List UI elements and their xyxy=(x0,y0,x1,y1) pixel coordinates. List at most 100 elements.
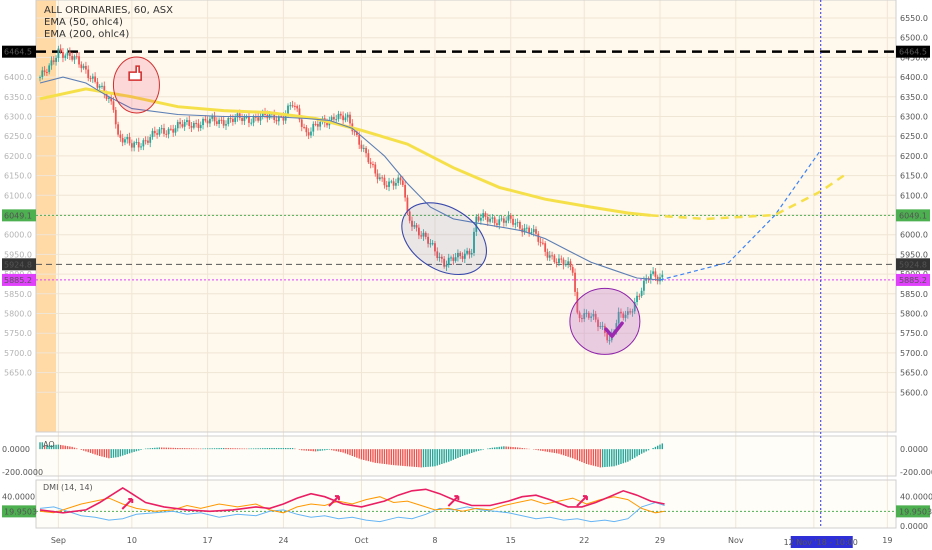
candle-body xyxy=(406,197,409,212)
candle-body xyxy=(179,121,181,125)
dmi-adx-line xyxy=(39,486,665,514)
candle-body xyxy=(303,126,305,128)
time-label: 8 xyxy=(432,536,437,545)
candle-body xyxy=(411,220,413,227)
candle-body xyxy=(156,133,159,135)
candle-body xyxy=(353,131,356,133)
candle-body xyxy=(142,140,145,147)
candle-body xyxy=(112,101,115,110)
left-price-tick: 6350.0 xyxy=(4,93,32,102)
price-tick-label: 6300.0 xyxy=(900,113,928,122)
candle-body xyxy=(209,118,211,124)
candle-body xyxy=(110,97,113,102)
candle-body xyxy=(507,215,510,221)
candle-body xyxy=(199,125,202,129)
candle-body xyxy=(493,217,496,224)
candle-body xyxy=(622,313,625,318)
candle-body xyxy=(172,129,175,133)
time-label: Sep xyxy=(51,536,66,545)
candle-body xyxy=(484,213,487,217)
candle-body xyxy=(562,259,565,266)
candle-body xyxy=(516,222,519,224)
level-tag-label: 6464.5 xyxy=(899,48,927,57)
candle-body xyxy=(376,173,379,180)
candle-body xyxy=(629,311,632,313)
candle-body xyxy=(539,241,542,243)
price-tick-label: 6000.0 xyxy=(900,231,928,240)
annotation-ellipse-bottom[interactable] xyxy=(569,287,641,355)
candle-body xyxy=(48,65,51,73)
left-price-tick: 6100.0 xyxy=(4,191,32,200)
candle-body xyxy=(624,314,627,318)
price-tick-label: 6550.0 xyxy=(900,14,928,23)
left-price-tick: 5950.0 xyxy=(4,250,32,259)
candle-body xyxy=(491,217,494,219)
price-tick-label: 6450.0 xyxy=(900,53,928,62)
price-tick-label: 5750.0 xyxy=(900,329,928,338)
candle-body xyxy=(68,51,71,56)
candle-body xyxy=(121,137,124,143)
candle-body xyxy=(445,264,448,267)
candle-body xyxy=(585,312,588,314)
candle-body xyxy=(636,295,638,302)
candle-body xyxy=(96,81,99,88)
level-tag-left xyxy=(2,258,36,271)
candle-body xyxy=(234,117,237,122)
candle-body xyxy=(541,242,544,244)
candle-body xyxy=(89,78,92,80)
candle-body xyxy=(360,144,363,149)
left-price-tick: 5850.0 xyxy=(4,290,32,299)
left-price-tick: 6000.0 xyxy=(4,231,32,240)
ao-tick: 0.0000 xyxy=(900,445,928,454)
candle-body xyxy=(378,177,381,180)
annotation-ellipse-top[interactable] xyxy=(112,56,160,114)
candle-body xyxy=(41,70,44,78)
candle-body xyxy=(551,255,553,257)
left-price-tick: 6300.0 xyxy=(4,113,32,122)
candle-body xyxy=(576,291,579,313)
projection-yellow-dashed xyxy=(650,174,845,221)
candle-body xyxy=(326,122,328,126)
time-label: 10 xyxy=(127,536,137,545)
candle-body xyxy=(475,216,478,232)
candle-body xyxy=(218,119,221,125)
candle-body xyxy=(486,216,489,222)
candle-body xyxy=(530,232,533,234)
candle-body xyxy=(220,119,223,121)
pane-border xyxy=(35,479,897,529)
candle-body xyxy=(167,128,170,135)
candle-body xyxy=(190,125,193,128)
price-tick-label: 6150.0 xyxy=(900,172,928,181)
price-tick-label: 5650.0 xyxy=(900,369,928,378)
candle-body xyxy=(85,65,87,70)
candle-body xyxy=(399,177,402,181)
candle-body xyxy=(440,256,443,259)
candle-body xyxy=(424,232,427,237)
candle-body xyxy=(638,295,641,297)
annotation-ellipse-mid[interactable] xyxy=(389,188,500,289)
level-tag-label: 6049.1 xyxy=(899,211,927,220)
candle-body xyxy=(447,257,450,265)
candle-body xyxy=(147,140,149,143)
candle-body xyxy=(367,153,370,163)
candle-body xyxy=(257,117,260,121)
candle-body xyxy=(300,119,303,127)
ema200-line xyxy=(39,87,651,217)
candle-body xyxy=(87,69,90,79)
candle-body xyxy=(567,261,570,264)
candle-body xyxy=(225,124,227,126)
candle-body xyxy=(349,114,351,124)
left-price-tick: 6400.0 xyxy=(4,73,32,82)
candle-body xyxy=(597,319,599,327)
candle-body xyxy=(296,106,299,109)
candle-body xyxy=(395,183,397,186)
ao-pane[interactable] xyxy=(36,436,896,476)
candle-body xyxy=(261,111,264,117)
candle-body xyxy=(314,123,317,125)
candle-body xyxy=(227,117,230,125)
dmi-value-tag xyxy=(896,505,930,518)
arrow-icon xyxy=(447,495,460,507)
time-label: Nov xyxy=(728,536,744,545)
candle-body xyxy=(652,271,655,274)
